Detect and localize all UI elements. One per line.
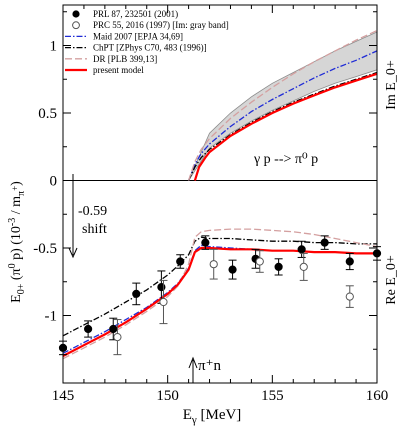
- shift-value-label: -0.59: [78, 204, 107, 219]
- curve-maid-2007-epja-34-69-re: [62, 244, 377, 354]
- x-axis-title: Eγ [MeV]: [183, 407, 242, 426]
- data-point-filled: [201, 238, 210, 247]
- data-point-filled: [109, 324, 118, 334]
- model-curves-layer: [62, 30, 378, 360]
- y-axis-title: E0+ (π0 p) (10-3 / mπ+): [7, 181, 27, 303]
- curve-present-model-im: [193, 72, 378, 181]
- data-point-filled: [176, 257, 185, 266]
- shift-arrow-head: [68, 247, 78, 259]
- y-tick-label: 0.5: [38, 106, 57, 122]
- curve-dr-plb-399-13-re: [62, 228, 378, 360]
- data-point-open: [209, 260, 218, 269]
- right-label-bottom: Re E_0+: [384, 255, 399, 305]
- y-tick-label: -1: [45, 309, 58, 325]
- data-point-open: [113, 333, 122, 342]
- legend-label: Maid 2007 [EPJA 34,69]: [93, 31, 183, 41]
- data-point-open: [299, 262, 308, 271]
- data-point-filled: [228, 265, 237, 274]
- x-tick-label: 160: [366, 388, 389, 404]
- threshold-arrow-head: [188, 356, 198, 369]
- process-label: γ p --> π⁰ p: [253, 152, 318, 167]
- shift-word-label: shift: [82, 222, 107, 237]
- curve-maid-2007-epja-34-69-im: [187, 50, 378, 181]
- data-point-filled: [132, 289, 141, 298]
- plot-frame: [62, 4, 378, 384]
- legend-marker-open: [72, 21, 80, 30]
- x-tick-label: 155: [261, 388, 284, 404]
- curve-chpt-zphys-c70-483-1996-re: [62, 236, 377, 337]
- data-point-filled: [345, 257, 354, 266]
- curve-present-model-re: [62, 246, 377, 357]
- curve-dr-plb-399-13-im: [187, 30, 378, 181]
- y-tick-label: 1: [50, 39, 58, 55]
- threshold-label: π⁺n: [198, 358, 221, 374]
- annotations: γ p --> π⁰ p -0.59 shift π⁺n Im E_0+ Re …: [68, 60, 399, 383]
- legend-label: PRL 87, 232501 (2001): [93, 9, 178, 19]
- y-tick-label: 0: [50, 174, 58, 190]
- ticks-layer: 145 150 155 160 1 0.5 0 -0.5 -1: [33, 5, 388, 404]
- data-point-open: [255, 257, 264, 266]
- data-points-layer: [58, 235, 382, 356]
- legend-marker-filled: [72, 10, 80, 18]
- legend-label: DR [PLB 399,13]: [93, 54, 157, 64]
- right-label-top: Im E_0+: [384, 60, 399, 110]
- y-tick-label: -0.5: [33, 241, 57, 257]
- legend: PRL 87, 232501 (2001)PRC 55, 2016 (1997)…: [65, 9, 229, 75]
- data-point-filled: [84, 324, 93, 334]
- legend-label: PRC 55, 2016 (1997) [Im: gray band]: [93, 20, 229, 30]
- data-point-open: [345, 292, 354, 301]
- x-tick-label: 145: [52, 388, 75, 404]
- legend-label: present model: [93, 65, 144, 75]
- x-tick-label: 150: [156, 388, 179, 404]
- curve-chpt-zphys-c70-483-1996-im: [188, 71, 378, 181]
- data-point-filled: [274, 262, 283, 271]
- data-point-open: [159, 297, 168, 307]
- data-point-filled: [320, 238, 329, 247]
- legend-label: ChPT [ZPhys C70, 483 (1996)]: [93, 43, 207, 53]
- data-point-filled: [297, 245, 306, 254]
